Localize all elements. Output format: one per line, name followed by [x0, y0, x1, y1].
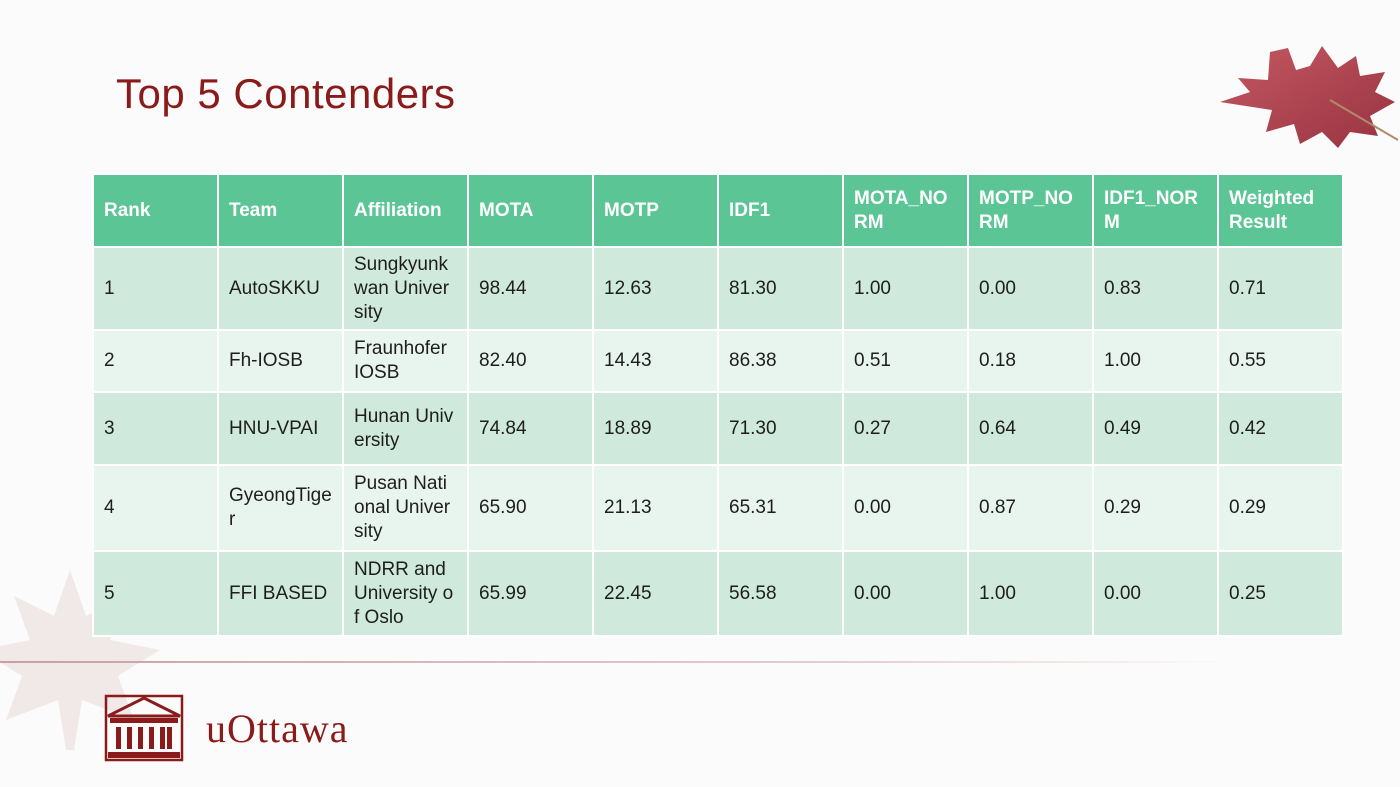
cell-weighted-result: 0.71	[1217, 246, 1344, 331]
cell-idf1-norm: 0.00	[1092, 550, 1219, 637]
table-row: 3 HNU-VPAI Hunan University 74.84 18.89 …	[92, 391, 1344, 466]
cell-mota: 74.84	[467, 391, 594, 466]
cell-motp-norm: 0.64	[967, 391, 1094, 466]
table-header-row: Rank Team Affiliation MOTA MOTP IDF1 MOT…	[92, 173, 1344, 248]
cell-motp-norm: 1.00	[967, 550, 1094, 637]
cell-rank: 2	[92, 329, 219, 393]
cell-rank: 5	[92, 550, 219, 637]
cell-affiliation: Sungkyunkwan University	[342, 246, 469, 331]
cell-idf1: 81.30	[717, 246, 844, 331]
maple-leaf-icon	[1220, 46, 1399, 148]
cell-weighted-result: 0.29	[1217, 464, 1344, 552]
table-row: 4 GyeongTiger Pusan National University …	[92, 464, 1344, 552]
header-team: Team	[217, 173, 344, 248]
cell-idf1-norm: 1.00	[1092, 329, 1219, 393]
cell-mota-norm: 0.00	[842, 464, 969, 552]
cell-mota: 98.44	[467, 246, 594, 331]
cell-idf1: 65.31	[717, 464, 844, 552]
cell-team: FFI BASED	[217, 550, 344, 637]
cell-team: AutoSKKU	[217, 246, 344, 331]
cell-idf1-norm: 0.29	[1092, 464, 1219, 552]
table-row: 5 FFI BASED NDRR and University of Oslo …	[92, 550, 1344, 637]
header-motp: MOTP	[592, 173, 719, 248]
cell-idf1: 86.38	[717, 329, 844, 393]
cell-team: HNU-VPAI	[217, 391, 344, 466]
cell-mota-norm: 0.51	[842, 329, 969, 393]
table-row: 2 Fh-IOSB Fraunhofer IOSB 82.40 14.43 86…	[92, 329, 1344, 393]
cell-affiliation: Pusan National University	[342, 464, 469, 552]
cell-motp-norm: 0.87	[967, 464, 1094, 552]
header-idf1-norm: IDF1_NORM	[1092, 173, 1219, 248]
header-mota: MOTA	[467, 173, 594, 248]
cell-weighted-result: 0.42	[1217, 391, 1344, 466]
cell-rank: 4	[92, 464, 219, 552]
cell-motp-norm: 0.00	[967, 246, 1094, 331]
cell-idf1: 56.58	[717, 550, 844, 637]
cell-mota: 65.99	[467, 550, 594, 637]
footer-divider	[0, 661, 1230, 663]
contenders-table: Rank Team Affiliation MOTA MOTP IDF1 MOT…	[92, 173, 1344, 637]
header-motp-norm: MOTP_NORM	[967, 173, 1094, 248]
cell-weighted-result: 0.25	[1217, 550, 1344, 637]
cell-mota-norm: 1.00	[842, 246, 969, 331]
cell-motp: 22.45	[592, 550, 719, 637]
cell-idf1: 71.30	[717, 391, 844, 466]
cell-mota: 65.90	[467, 464, 594, 552]
cell-team: Fh-IOSB	[217, 329, 344, 393]
cell-affiliation: Fraunhofer IOSB	[342, 329, 469, 393]
header-weighted-result: Weighted Result	[1217, 173, 1344, 248]
cell-affiliation: Hunan University	[342, 391, 469, 466]
cell-motp: 18.89	[592, 391, 719, 466]
uottawa-building-icon	[104, 694, 184, 762]
cell-affiliation: NDRR and University of Oslo	[342, 550, 469, 637]
cell-idf1-norm: 0.49	[1092, 391, 1219, 466]
cell-motp: 14.43	[592, 329, 719, 393]
table-row: 1 AutoSKKU Sungkyunkwan University 98.44…	[92, 246, 1344, 331]
cell-mota: 82.40	[467, 329, 594, 393]
uottawa-logo: uOttawa	[104, 694, 349, 762]
cell-mota-norm: 0.00	[842, 550, 969, 637]
header-idf1: IDF1	[717, 173, 844, 248]
slide-title: Top 5 Contenders	[116, 70, 456, 117]
cell-motp: 21.13	[592, 464, 719, 552]
cell-rank: 3	[92, 391, 219, 466]
faint-maple-leaf-background	[0, 570, 160, 750]
cell-motp: 12.63	[592, 246, 719, 331]
cell-weighted-result: 0.55	[1217, 329, 1344, 393]
cell-rank: 1	[92, 246, 219, 331]
cell-motp-norm: 0.18	[967, 329, 1094, 393]
uottawa-wordmark: uOttawa	[206, 705, 349, 751]
cell-team: GyeongTiger	[217, 464, 344, 552]
cell-idf1-norm: 0.83	[1092, 246, 1219, 331]
cell-mota-norm: 0.27	[842, 391, 969, 466]
header-mota-norm: MOTA_NORM	[842, 173, 969, 248]
header-affiliation: Affiliation	[342, 173, 469, 248]
header-rank: Rank	[92, 173, 219, 248]
